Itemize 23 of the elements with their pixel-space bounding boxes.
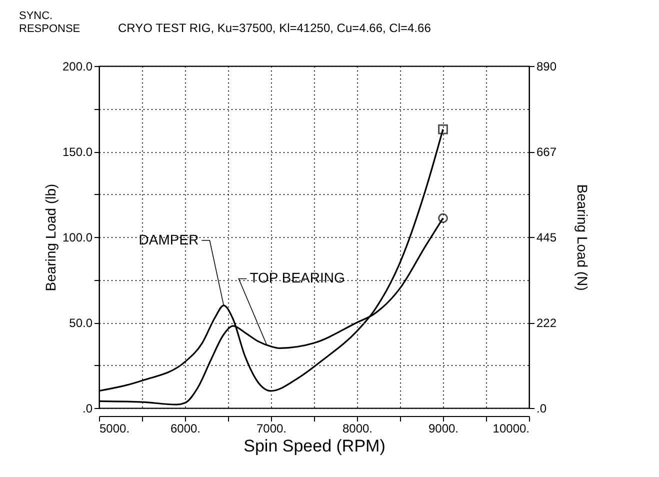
chart-subtitle: CRYO TEST RIG, Ku=37500, Kl=41250, Cu=4.66, Cl=4.66 [118,21,432,35]
x-tick-label: 5000. [100,422,130,436]
y2-tick-label: 445 [536,230,557,244]
chart-title: SYNC. RESPONSE [19,10,80,35]
x-tick-label: 8000. [342,422,373,436]
x-tick-label: 10000. [492,422,530,436]
y-axis-title: Bearing Load (lb) [42,184,58,292]
annotation: DAMPER [138,231,199,248]
y2-tick-label: .0 [536,402,547,416]
annotation: TOP BEARING [250,270,345,286]
y-tick-label: 200.0 [62,60,93,74]
x-axis-title: Spin Speed (RPM) [244,436,386,456]
x-tick-label: 7000. [256,422,287,436]
y2-tick-label: 890 [536,60,557,74]
y-tick-label: 100.0 [62,230,93,244]
x-tick-label: 6000. [170,422,201,436]
y-tick-label: 50.0 [69,316,93,330]
y-tick-label: 150.0 [62,145,93,159]
y-tick-label: .0 [82,402,93,416]
y2-axis-title: Bearing Load (N) [574,184,591,291]
y2-tick-label: 667 [536,145,557,160]
x-tick-label: 9000. [428,422,459,436]
y2-tick-label: 222 [536,316,557,330]
